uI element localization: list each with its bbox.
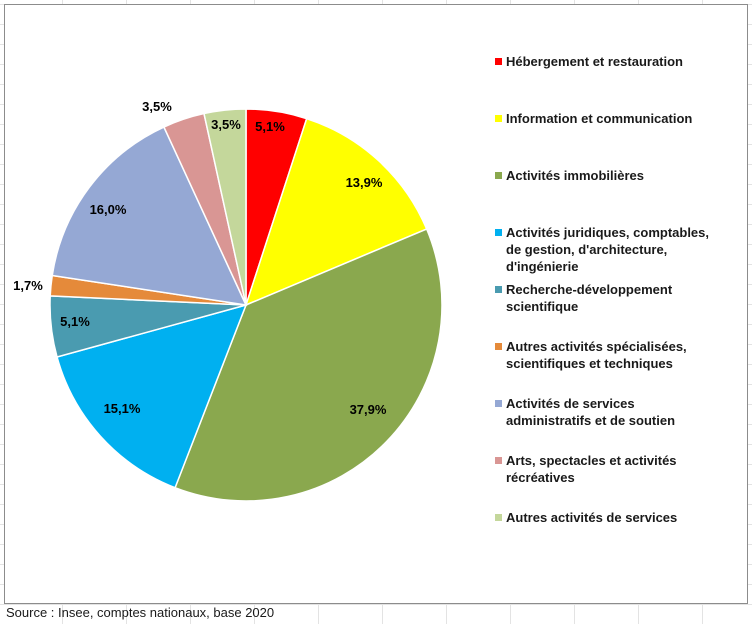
slice-value-label: 5,1% bbox=[60, 314, 90, 329]
pie-slice bbox=[244, 117, 428, 307]
legend-swatch bbox=[495, 58, 502, 65]
legend-swatch bbox=[495, 172, 502, 179]
slice-value-label: 5,1% bbox=[255, 119, 285, 134]
chart-area[interactable]: 5,1% 13,9% 37,9% 15,1% 5,1% 1,7% 16,0% 3,5% 3,5%… bbox=[4, 4, 748, 604]
pie-slice bbox=[56, 303, 248, 489]
legend-label: Activités immobilières bbox=[506, 168, 644, 183]
legend-label: Autres activités spécialisées, scientifi… bbox=[506, 339, 687, 371]
legend-swatch bbox=[495, 229, 502, 236]
legend-label: Recherche-développement scientifique bbox=[506, 282, 673, 314]
legend-label: Hébergement et restauration bbox=[506, 54, 683, 69]
pie-slice bbox=[203, 108, 247, 306]
slice-value-label: 16,0% bbox=[90, 202, 127, 217]
slice-value-label: 37,9% bbox=[350, 402, 387, 417]
slice-value-label: 3,5% bbox=[142, 99, 172, 114]
legend-swatch bbox=[495, 457, 502, 464]
legend-swatch bbox=[495, 115, 502, 122]
legend-swatch bbox=[495, 286, 502, 293]
slice-value-label: 1,7% bbox=[13, 278, 43, 293]
legend-swatch bbox=[495, 400, 502, 407]
legend-swatch bbox=[495, 343, 502, 350]
slice-value-label: 3,5% bbox=[211, 117, 241, 132]
slice-value-label: 15,1% bbox=[104, 401, 141, 416]
pie-slice bbox=[51, 126, 248, 306]
legend-label: Arts, spectacles et activités récréative… bbox=[506, 453, 677, 485]
legend-label: Activités juridiques, comptables, de ges… bbox=[506, 225, 709, 274]
pie-chart: 5,1% 13,9% 37,9% 15,1% 5,1% 1,7% 16,0% 3,5% 3,5% bbox=[13, 99, 443, 502]
legend-swatch bbox=[495, 514, 502, 521]
slice-value-label: 13,9% bbox=[346, 175, 383, 190]
legend-label: Information et communication bbox=[506, 111, 693, 126]
legend-label: Activités de services administratifs et … bbox=[506, 396, 676, 428]
source-note: Source : Insee, comptes nationaux, base … bbox=[6, 605, 275, 620]
legend-label: Autres activités de services bbox=[506, 510, 678, 525]
pie-slice bbox=[174, 228, 443, 502]
